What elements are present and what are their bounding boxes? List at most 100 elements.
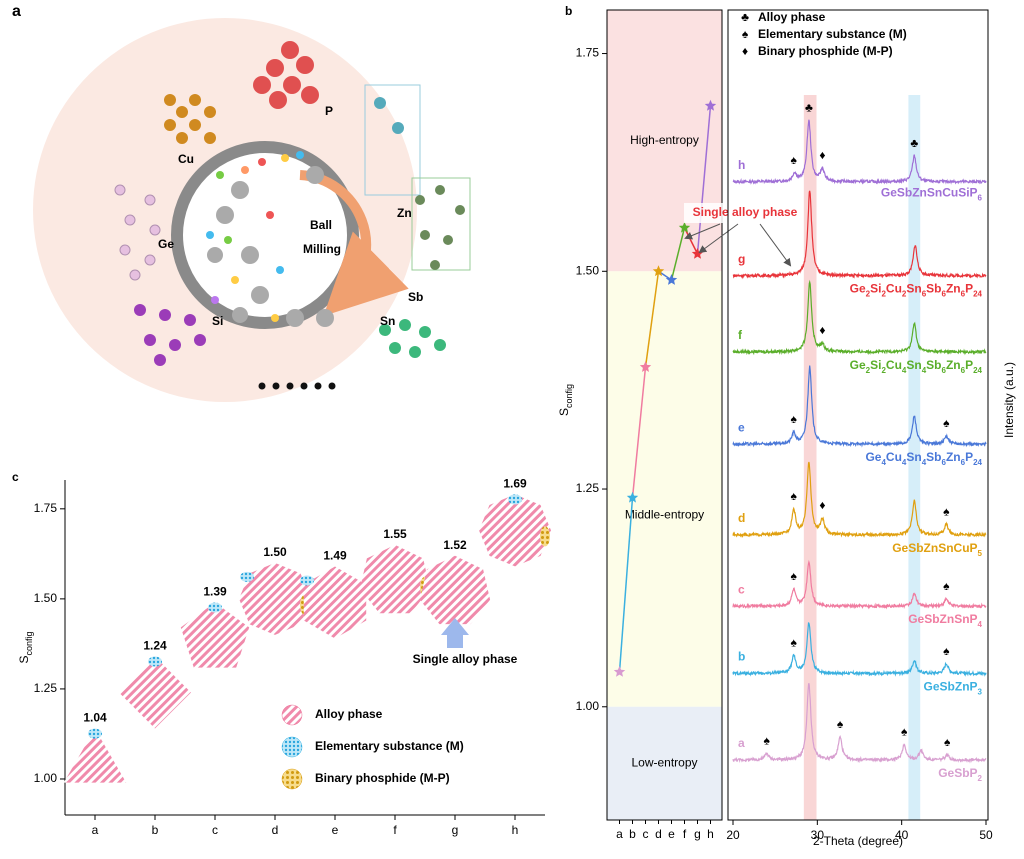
legend-swatch (281, 736, 303, 758)
frame (606, 9, 723, 821)
xrd-trace (732, 190, 987, 280)
value-label: 1.52 (443, 538, 467, 552)
frame (727, 9, 989, 821)
element-label: P (325, 104, 333, 118)
annotation: Single alloy phase (693, 205, 798, 219)
xrd-trace (732, 279, 987, 356)
elementary-marker (88, 728, 102, 739)
element-label: Ge (158, 237, 174, 251)
annotation-box (684, 203, 806, 223)
star-marker (704, 99, 717, 111)
mill-label: Ball (310, 218, 332, 232)
value-label: 1.39 (203, 585, 227, 599)
x-tick-label: h (707, 827, 714, 841)
legend-symbol: ♠ (742, 27, 749, 41)
elementary-marker (508, 494, 522, 505)
alloy-shape (303, 566, 367, 639)
phase-symbol: ♠ (791, 489, 798, 503)
x-tick-label: d (272, 823, 279, 837)
y-axis-label: Intensity (a.u.) (1002, 362, 1016, 438)
y-label-sub: config (564, 384, 574, 408)
annotation-arrow (684, 223, 721, 240)
alloy-shape (419, 555, 491, 625)
phase-symbol: ♣ (910, 136, 918, 150)
x-tick-label: h (512, 823, 519, 837)
value-label: 1.55 (383, 527, 407, 541)
trace-letter: a (738, 736, 745, 750)
phosphide-marker (540, 526, 550, 547)
star-marker (613, 665, 626, 677)
y-tick-label: 1.50 (34, 591, 58, 605)
trace-letter: c (738, 582, 745, 596)
legend-label: Elementary substance (M) (758, 27, 907, 41)
region-label: Middle-entropy (625, 507, 704, 521)
connector (670, 227, 686, 281)
elementary-marker (300, 575, 314, 586)
elementary-marker (208, 602, 222, 613)
legend-label: Elementary substance (M) (315, 739, 464, 753)
y-tick-label: 1.75 (34, 501, 58, 515)
connector (618, 497, 634, 672)
annotation-arrow (441, 618, 469, 648)
x-axis-label: 2-Theta (degree) (813, 834, 903, 848)
x-tick-label: 40 (895, 828, 909, 842)
formula-label: GeSbZnSnCuP5 (892, 541, 982, 557)
annotation: Single alloy phase (413, 652, 518, 666)
x-tick-label: a (92, 823, 99, 837)
region-label: High-entropy (630, 133, 699, 147)
alloy-shape (359, 544, 431, 614)
alloy-shape (63, 728, 127, 783)
value-label: 1.69 (503, 477, 527, 491)
x-tick-label: 30 (811, 828, 825, 842)
x-tick-label: e (332, 823, 339, 837)
panel-letter: b (565, 4, 572, 18)
elementary-marker (240, 571, 254, 582)
phase-symbol: ♠ (943, 504, 950, 518)
formula-label: Ge4Cu4Sn4Sb6Zn6P24 (865, 450, 982, 466)
connector (644, 271, 660, 368)
x-tick-label: d (655, 827, 662, 841)
formula-label: GeSbZnSnP4 (908, 612, 982, 628)
legend-symbol: ♣ (741, 10, 749, 24)
element-label: Sb (408, 290, 423, 304)
xrd-trace (732, 622, 987, 677)
legend-label: Binary phosphide (M-P) (315, 771, 450, 785)
highlight-band (908, 95, 921, 820)
trace-letter: f (738, 328, 743, 342)
formula-label: Ge2Si2Cu2Sn6Sb6Zn6P24 (850, 282, 983, 298)
x-tick-label: b (152, 823, 159, 837)
legend-label: Alloy phase (758, 10, 826, 24)
trace-letter: g (738, 252, 745, 266)
star-marker (691, 247, 704, 259)
phase-symbol: ♠ (764, 733, 771, 747)
value-label: 1.50 (263, 545, 287, 559)
star-marker (652, 265, 665, 277)
region-label: Low-entropy (631, 756, 697, 770)
panel-letter: a (12, 3, 21, 20)
y-label-main: S (557, 408, 571, 416)
y-tick-label: 1.75 (576, 46, 600, 60)
star-marker (639, 361, 652, 372)
element-label: Cu (178, 152, 194, 166)
y-tick-label: 1.25 (34, 681, 58, 695)
alloy-shape (119, 656, 191, 729)
y-axis-label: Sconfig (17, 631, 34, 663)
alloy-shape (239, 562, 311, 635)
phase-symbol: ♠ (791, 412, 798, 426)
y-tick-label: 1.25 (576, 481, 600, 495)
y-tick-label: 1.00 (576, 699, 600, 713)
legend-symbol: ♦ (742, 44, 748, 58)
phase-symbol: ♦ (819, 498, 825, 512)
xrd-trace (732, 365, 987, 448)
x-tick-label: 50 (979, 828, 993, 842)
phase-symbol: ♦ (819, 323, 825, 337)
xrd-trace (732, 683, 987, 764)
y-axis-label: Sconfig (557, 384, 574, 416)
x-tick-label: g (452, 823, 459, 837)
trace-letter: h (738, 158, 745, 172)
phase-symbol: ♠ (943, 644, 950, 658)
legend-label: Binary phosphide (M-P) (758, 44, 893, 58)
x-tick-label: f (683, 827, 687, 841)
phase-symbol: ♠ (943, 416, 950, 430)
star-marker (678, 221, 691, 233)
